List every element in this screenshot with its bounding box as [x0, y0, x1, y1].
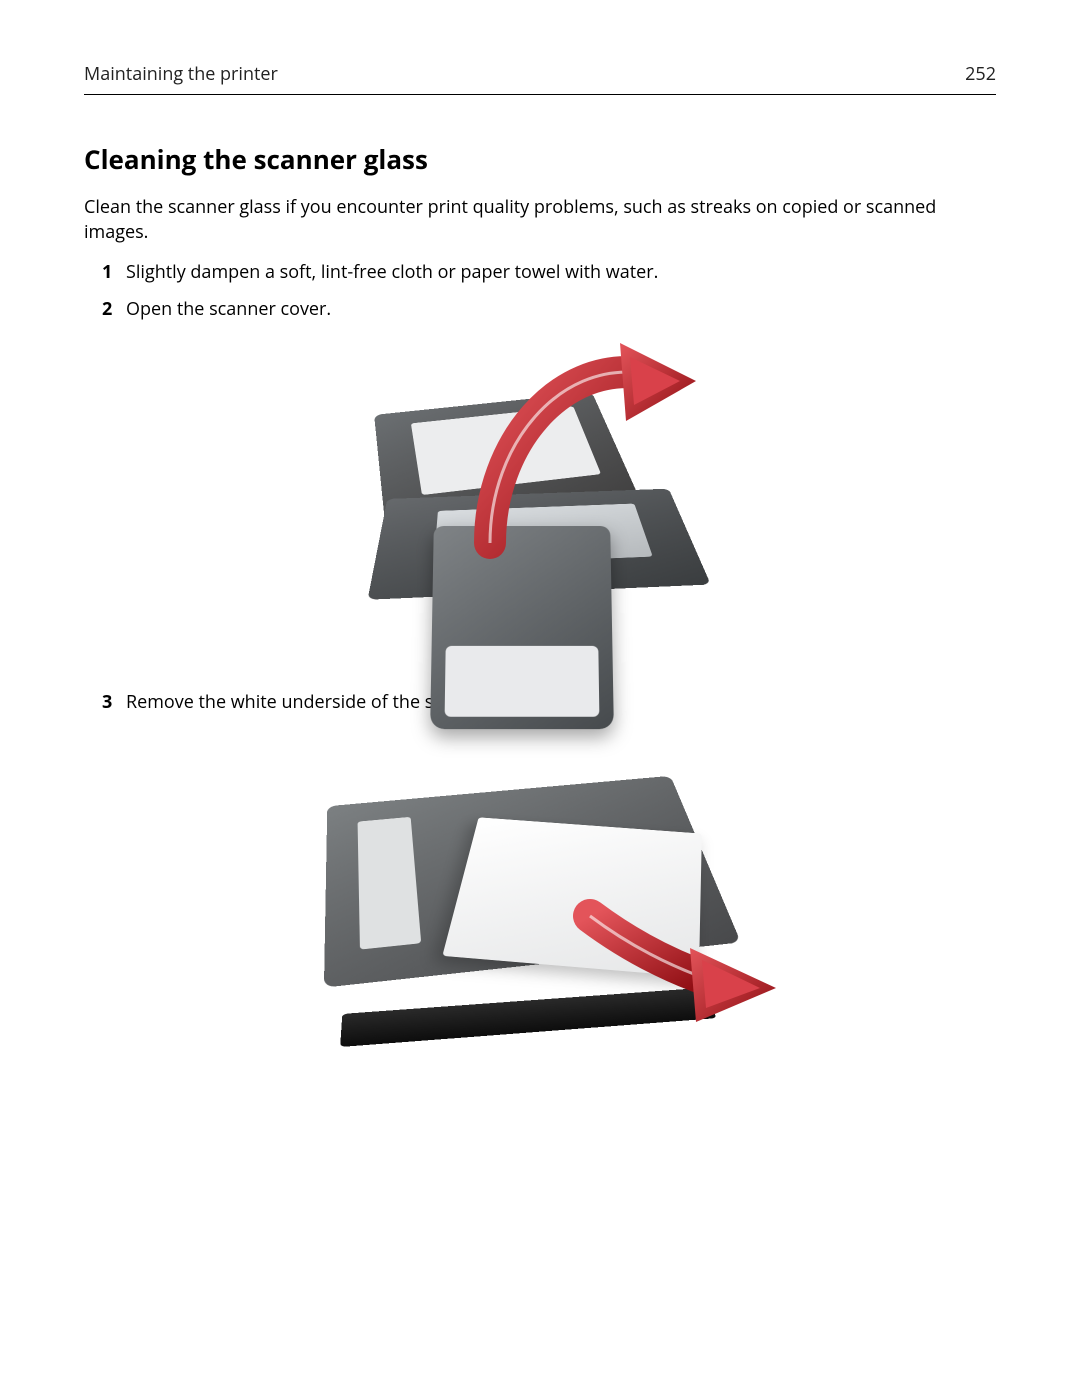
header-section-label: Maintaining the printer [84, 62, 278, 86]
step-item: 2 Open the scanner cover. [102, 296, 996, 323]
printer-body-shape [430, 526, 614, 729]
illustration-remove-white-underside [310, 726, 770, 1046]
document-page: Maintaining the printer 252 Cleaning the… [0, 0, 1080, 1104]
illustration-open-scanner-cover [350, 333, 730, 671]
step-number: 3 [102, 689, 116, 716]
step-number: 2 [102, 296, 116, 323]
figure-open-cover [84, 333, 996, 671]
step-text: Open the scanner cover. [126, 296, 331, 323]
step-text: Slightly dampen a soft, lint-free cloth … [126, 259, 658, 286]
figure-remove-underside [84, 726, 996, 1046]
section-title: Cleaning the scanner glass [84, 141, 996, 177]
step-number: 1 [102, 259, 116, 286]
step-item: 1 Slightly dampen a soft, lint-free clot… [102, 259, 996, 286]
lift-arrow-icon [470, 343, 700, 553]
running-header: Maintaining the printer 252 [84, 62, 996, 95]
header-page-number: 252 [965, 62, 996, 86]
steps-list: 1 Slightly dampen a soft, lint-free clot… [84, 259, 996, 323]
intro-paragraph: Clean the scanner glass if you encounter… [84, 195, 996, 245]
pull-arrow-icon [580, 896, 780, 1026]
